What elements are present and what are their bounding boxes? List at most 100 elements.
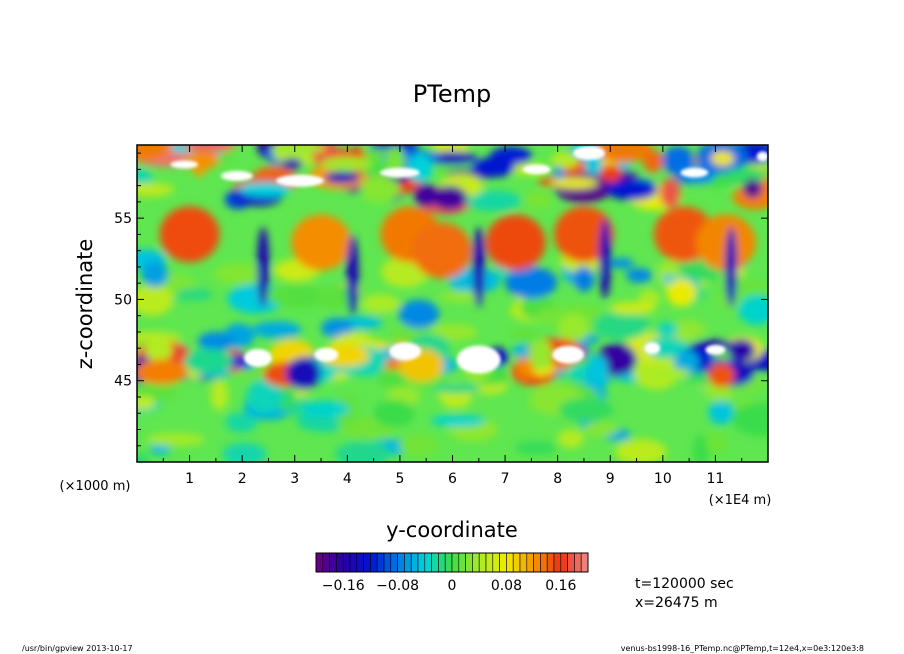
field-blob [583,421,619,437]
colorbar-segment [546,552,555,573]
field-blob [510,326,538,343]
colorbar-segment [451,552,460,573]
colorbar-segment [397,552,405,573]
field-blob [146,432,206,447]
colorbar-segment [363,552,371,573]
colorbar-segment [370,552,378,573]
field-blob [321,317,354,339]
field-blob [568,364,588,382]
colorbar-segment [492,552,500,573]
field-blob [137,359,188,385]
saturated-region [522,164,551,175]
field-blob [399,434,439,458]
field-blob [725,226,738,307]
field-blob [512,344,534,359]
field-blob [472,226,485,307]
heatmap-saturated-regions [170,146,768,374]
x-tick-label: 2 [238,471,247,487]
colorbar-segment [533,552,541,573]
field-blob [705,431,728,454]
field-blob [695,214,756,271]
field-blob [598,218,611,299]
field-blob [225,412,258,433]
saturated-region [389,342,422,361]
field-blob [407,153,433,183]
x-unit-left: (×1000 m) [60,479,131,494]
field-blob [609,257,634,269]
colorbar-segment [560,552,568,573]
field-blob [656,322,678,338]
colorbar-tick-label: −0.08 [376,578,419,594]
colorbar-segment [506,552,514,573]
x-axis: 1 2 3 4 5 6 7 8 9 10 11 [162,145,743,487]
field-blob [743,178,763,199]
field-blob [659,178,681,208]
field-blob [361,294,400,314]
saturated-region [314,347,339,362]
saturated-region [705,344,726,355]
colorbar-segment [472,552,480,573]
colorbar-segment [424,552,432,573]
colorbar-segment [376,552,385,573]
chart-title: PTemp [413,80,491,108]
field-blob [184,348,233,374]
field-blob [137,396,156,410]
field-blob [529,339,553,371]
colorbar-segment [431,552,439,573]
colorbar-frame [315,552,589,573]
colorbar-segment [322,552,330,573]
x-tick-label: 7 [501,471,510,487]
colorbar-segment [315,552,324,573]
field-blob [430,415,487,427]
saturated-region [552,345,585,364]
field-blob [320,156,373,172]
field-blob [599,164,622,183]
colorbar-segment [519,552,528,573]
field-blob [524,191,552,210]
colorbar-segment [580,552,589,573]
field-blob [708,400,734,425]
saturated-region [680,167,709,178]
colorbar-segment [417,552,426,573]
colorbar-tick-label: 0.16 [545,578,576,594]
field-blob [281,158,303,170]
field-blob [210,379,229,411]
colorbar-segment [485,552,494,573]
saturated-region [573,146,606,161]
y-axis-label: z-coordinate [73,239,97,370]
colorbar-tick-label: 0 [448,578,457,594]
colorbar-segment [478,552,487,573]
x-tick-label: 11 [707,471,725,487]
field-blob [550,177,599,189]
colorbar-segment [383,552,392,573]
colorbar-segment [342,552,351,573]
field-blob [137,183,175,196]
colorbar-segment [567,552,575,573]
x-tick-label: 1 [185,471,194,487]
x-unit-right: (×1E4 m) [709,493,772,508]
colorbar-tick-label: 0.08 [491,578,522,594]
field-blob [710,151,735,167]
field-blob [213,263,266,285]
position-annotation: x=26475 m [635,595,718,611]
field-blob [197,331,235,351]
field-blob [271,145,327,154]
field-blob [438,290,485,302]
x-axis-label: y-coordinate [386,518,518,542]
field-blob [411,222,472,279]
field-blob [432,382,482,394]
field-blob [184,145,236,153]
colorbar-segment [512,552,521,573]
field-blob [373,399,415,428]
field-blob [144,337,173,363]
colorbar-segment [410,552,419,573]
field-blob [159,206,220,263]
field-blob [137,284,174,316]
saturated-region [276,174,325,187]
field-blob [737,294,768,325]
saturated-region [220,170,253,181]
field-blob [504,266,558,299]
colorbar-segment [329,552,337,573]
field-blob [360,175,400,203]
